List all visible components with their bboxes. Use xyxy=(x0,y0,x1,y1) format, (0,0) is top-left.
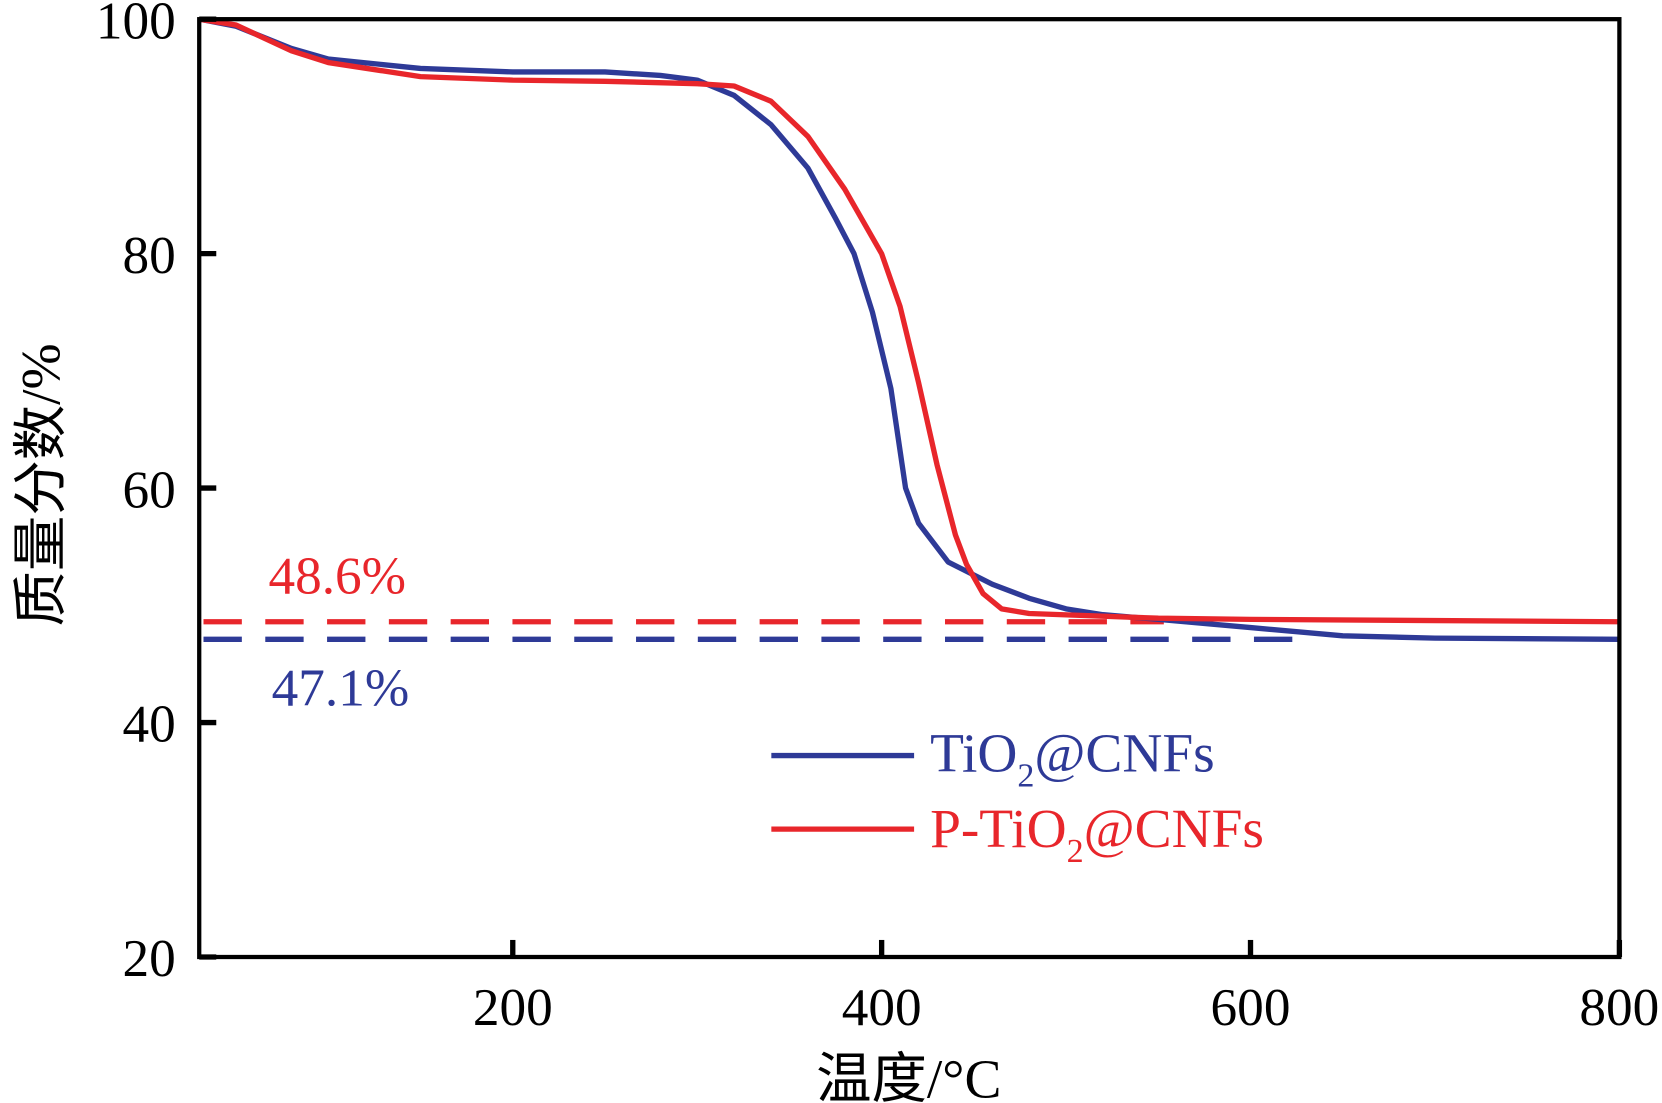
x-axis-title: 温度/°C xyxy=(816,1049,1001,1103)
plot-frame xyxy=(197,17,1622,960)
legend: TiO2@CNFs P-TiO2@CNFs xyxy=(771,723,1264,870)
series-layer xyxy=(198,16,1620,642)
annotation-label-blue: 47.1% xyxy=(272,658,410,717)
x-tick-label: 400 xyxy=(842,978,922,1037)
ticks-layer: 200 400 600 800 20 40 60 80 100 xyxy=(96,0,1659,1037)
y-tick-label: 80 xyxy=(123,226,176,285)
legend-label-p-tio2: P-TiO2@CNFs xyxy=(930,798,1264,870)
annotation-label-red: 48.6% xyxy=(268,547,406,606)
series-line-1 xyxy=(198,16,1620,625)
x-tick-label: 200 xyxy=(473,978,553,1037)
y-tick-label: 20 xyxy=(123,929,176,988)
y-tick-label: 100 xyxy=(96,0,176,50)
y-tick-label: 60 xyxy=(123,460,176,519)
series-line-0 xyxy=(198,16,1620,642)
x-tick-label: 800 xyxy=(1579,978,1659,1037)
x-tick-label: 600 xyxy=(1211,978,1291,1037)
legend-label-tio2: TiO2@CNFs xyxy=(930,723,1215,795)
y-tick-label: 40 xyxy=(123,695,176,754)
y-axis-title: 质量分数/% xyxy=(11,343,72,626)
